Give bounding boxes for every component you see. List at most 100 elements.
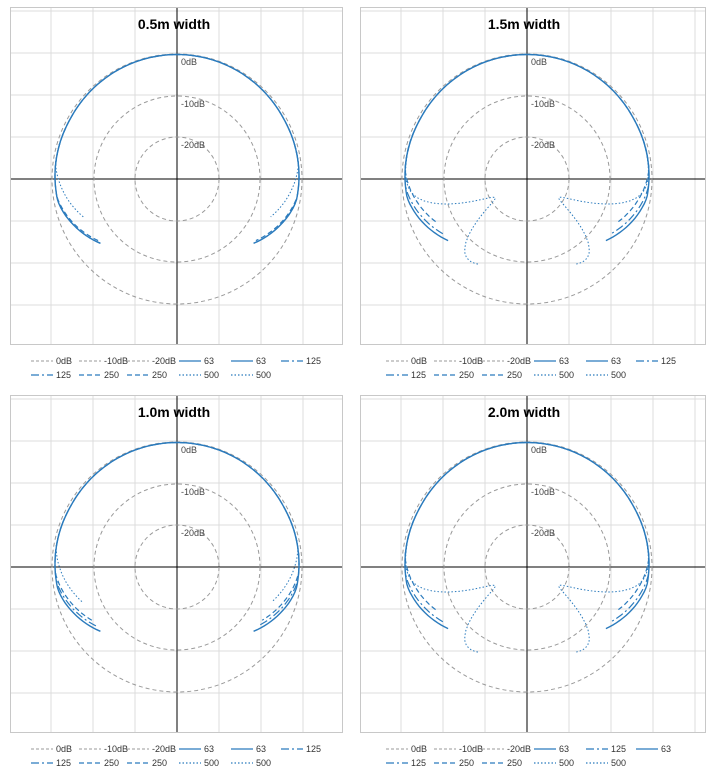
legend-swatch [586, 748, 608, 750]
legend-swatch [482, 762, 504, 764]
ring--20dB [134, 524, 220, 610]
legend-swatch [586, 762, 608, 764]
legend-item-63: 63 [178, 743, 226, 755]
chart-title: 0.5m width [138, 16, 210, 32]
legend-swatch [79, 374, 101, 376]
legend-swatch [434, 360, 456, 362]
polar-plot-svg: 0dB -10dB -20dB 2.0m width [361, 396, 705, 732]
legend-label: 63 [256, 356, 267, 366]
legend-item-250: 250 [433, 369, 481, 381]
legend-swatch [386, 374, 408, 376]
legend-label: 0dB [411, 356, 428, 366]
legend-label: 63 [204, 744, 215, 754]
legend-label: 0dB [411, 744, 428, 754]
legend-label: 63 [204, 356, 215, 366]
legend-label: 63 [611, 356, 622, 366]
series-250-line [54, 53, 300, 242]
legend-swatch [636, 748, 658, 750]
legend-swatch [482, 360, 504, 362]
legend-item-0dB: 0dB [30, 355, 78, 367]
legend-label: 63 [661, 744, 672, 754]
legend-item--10dB: -10dB [78, 355, 129, 367]
legend-label: -20dB [152, 744, 177, 754]
legend-label: 500 [256, 370, 272, 380]
legend-label: 250 [507, 758, 523, 768]
ring--10dB [93, 95, 261, 263]
legend-swatch [179, 374, 201, 376]
legend-item-0dB: 0dB [30, 743, 78, 755]
legend-item-63: 63 [533, 355, 581, 367]
legend-label: 250 [104, 370, 120, 380]
legend-label: 500 [204, 370, 220, 380]
legend-swatch [31, 762, 53, 764]
legend-label: -10dB [104, 356, 129, 366]
legend-label: 250 [104, 758, 120, 768]
series-500-line [55, 441, 299, 602]
legend-label: 125 [56, 370, 72, 380]
polar-chart-1-0m: 0dB -10dB -20dB 1.0m width [10, 395, 343, 733]
legend-item-63: 63 [230, 355, 278, 367]
ring-label: -20dB [531, 140, 555, 150]
legend-label: 125 [56, 758, 72, 768]
chart-title: 2.0m width [488, 404, 560, 420]
chart-title: 1.0m width [138, 404, 210, 420]
legend-swatch [534, 360, 556, 362]
legend-swatch [79, 748, 101, 750]
legend-swatch [31, 360, 53, 362]
legend-label: 0dB [56, 744, 73, 754]
legend-item-125: 125 [280, 355, 328, 367]
legend-item-250: 250 [78, 757, 126, 769]
legend-swatch [127, 374, 149, 376]
legend-label: -20dB [507, 744, 532, 754]
legend-swatch [534, 374, 556, 376]
legend-swatch [231, 374, 253, 376]
legend-swatch [79, 360, 101, 362]
legend-swatch [31, 374, 53, 376]
legend-item-125: 125 [385, 369, 433, 381]
legend-label: 63 [559, 356, 570, 366]
legend-item-500: 500 [230, 369, 278, 381]
legend-label: 500 [611, 370, 627, 380]
legend-label: 250 [459, 758, 475, 768]
ring-label: -20dB [181, 528, 205, 538]
legend-label: 500 [256, 758, 272, 768]
legend-swatch [386, 762, 408, 764]
chart-title: 1.5m width [488, 16, 560, 32]
legend-label: 250 [459, 370, 475, 380]
legend-swatch [231, 360, 253, 362]
legend-swatch [179, 360, 201, 362]
ring-label: -20dB [531, 528, 555, 538]
legend-swatch [127, 360, 149, 362]
polar-plot-svg: 0dB -10dB -20dB 0.5m width [11, 8, 342, 344]
ring-label: 0dB [531, 445, 547, 455]
legend-swatch [179, 748, 201, 750]
ring--10dB [443, 483, 611, 651]
legend-swatch [386, 360, 408, 362]
legend-label: -20dB [507, 356, 532, 366]
legend-label: 125 [611, 744, 627, 754]
ring--20dB [484, 136, 570, 222]
legend-swatch [636, 360, 658, 362]
legend-item-63: 63 [635, 743, 683, 755]
legend-item-250: 250 [126, 757, 174, 769]
ring-label: -20dB [181, 140, 205, 150]
legend-item-125: 125 [385, 757, 433, 769]
legend-item-500: 500 [585, 369, 633, 381]
legend-swatch [434, 374, 456, 376]
legend-swatch [231, 748, 253, 750]
legend-swatch [534, 762, 556, 764]
legend-item-250: 250 [481, 369, 529, 381]
legend-label: -10dB [459, 356, 484, 366]
legend-0-5m: 0dB -10dB -20dB 63 63 125 125 250 250 500 500 [30, 355, 350, 385]
ring-label: 0dB [181, 57, 197, 67]
series-500-line [405, 53, 649, 265]
legend-item-500: 500 [533, 369, 581, 381]
legend-swatch [434, 762, 456, 764]
legend-item-0dB: 0dB [385, 743, 433, 755]
legend-item-250: 250 [481, 757, 529, 769]
polar-chart-1-5m: 0dB -10dB -20dB 1.5m width [360, 7, 706, 345]
legend-label: -20dB [152, 356, 177, 366]
legend-swatch [386, 748, 408, 750]
legend-label: 500 [559, 758, 575, 768]
legend-item-500: 500 [230, 757, 278, 769]
